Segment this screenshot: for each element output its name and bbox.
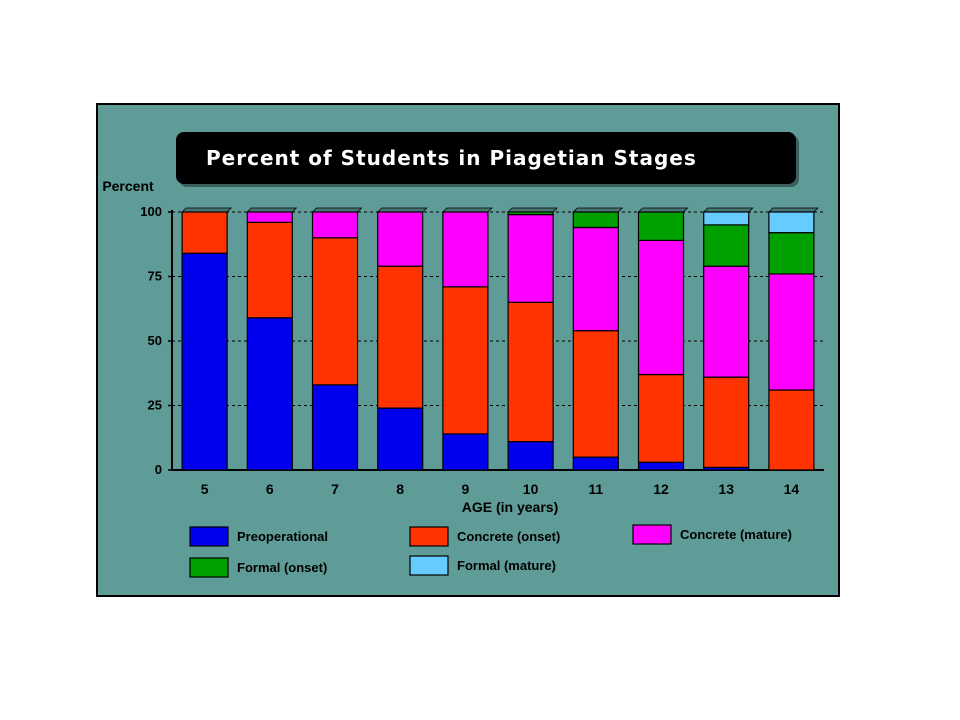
bar-segment xyxy=(637,373,685,463)
bar-segment xyxy=(311,211,359,239)
bar-cap xyxy=(637,207,689,213)
legend-swatch xyxy=(189,526,229,547)
bar-segment xyxy=(507,441,554,471)
legend-label: Concrete (mature) xyxy=(680,527,792,542)
bar-segment xyxy=(507,301,554,443)
legend-label: Formal (onset) xyxy=(237,560,327,575)
bar-segment xyxy=(442,286,489,435)
bar-segment xyxy=(703,265,750,378)
bar-segment xyxy=(507,213,554,303)
x-tick-label: 13 xyxy=(718,481,734,497)
chart-title: Percent of Students in Piagetian Stages xyxy=(206,146,697,170)
bar-segment xyxy=(768,232,815,275)
bar-segment xyxy=(246,211,293,223)
bar-segment xyxy=(703,211,750,226)
bar-segment xyxy=(442,211,489,288)
bar-cap xyxy=(246,207,298,213)
chart-panel: Percent of Students in Piagetian Stages … xyxy=(96,103,840,597)
bar-segment xyxy=(246,317,293,471)
y-tick-label: 50 xyxy=(148,333,162,348)
y-tick-label: 100 xyxy=(140,204,162,219)
bar-cap xyxy=(572,207,624,213)
x-tick-label: 7 xyxy=(331,481,339,497)
bar-segment xyxy=(637,461,685,471)
bar-cap xyxy=(376,207,428,213)
x-tick-label: 11 xyxy=(588,481,603,497)
bar-cap xyxy=(507,207,559,213)
bar-segment xyxy=(442,433,489,471)
legend-label: Concrete (onset) xyxy=(457,529,560,544)
bar-segment xyxy=(768,211,815,234)
y-tick-label: 0 xyxy=(155,462,162,477)
bar-segment xyxy=(377,407,424,471)
legend-label: Formal (mature) xyxy=(457,558,556,573)
bar-segment xyxy=(637,239,685,376)
bar-segment xyxy=(572,330,619,458)
bar-segment xyxy=(703,224,750,267)
bar-cap xyxy=(181,207,233,213)
legend-swatch xyxy=(409,526,449,547)
bar-cap xyxy=(311,207,363,213)
bar-segment xyxy=(181,252,228,471)
x-tick-label: 14 xyxy=(784,481,800,497)
legend-label: Preoperational xyxy=(237,529,328,544)
bar-segment xyxy=(311,237,359,386)
bar-cap xyxy=(441,207,493,213)
bar-segment xyxy=(181,211,228,254)
x-tick-label: 9 xyxy=(462,481,470,497)
bar-segment xyxy=(377,211,424,267)
y-axis-title: Percent xyxy=(102,178,154,194)
x-tick-label: 10 xyxy=(523,481,539,497)
chart-title-box: Percent of Students in Piagetian Stages xyxy=(176,132,796,184)
bar-cap xyxy=(767,207,819,213)
x-tick-label: 8 xyxy=(396,481,404,497)
bar-segment xyxy=(572,456,619,471)
bar-segment xyxy=(768,273,815,391)
stacked-bar-chart: 0 25 50 75 100 Percent 5 6 7 8 9 10 11 12 13 14 AGE (in … xyxy=(102,178,824,578)
bar-cap xyxy=(702,207,754,213)
legend-swatch xyxy=(409,555,449,576)
y-tick-label: 25 xyxy=(148,398,162,413)
legend-swatch xyxy=(632,524,672,545)
bar-segment xyxy=(768,389,815,471)
bar-segment xyxy=(377,265,424,409)
bar-segment xyxy=(637,211,685,241)
bar-segment xyxy=(311,384,359,471)
x-axis-title: AGE (in years) xyxy=(462,499,558,515)
x-tick-label: 12 xyxy=(653,481,669,497)
bar-segment xyxy=(572,226,619,332)
bar-segment xyxy=(703,376,750,469)
bar-segment xyxy=(572,211,619,229)
bar-segment xyxy=(246,221,293,319)
legend-swatch xyxy=(189,557,229,578)
x-tick-label: 6 xyxy=(266,481,274,497)
y-tick-label: 75 xyxy=(148,269,162,284)
x-tick-label: 5 xyxy=(201,481,209,497)
